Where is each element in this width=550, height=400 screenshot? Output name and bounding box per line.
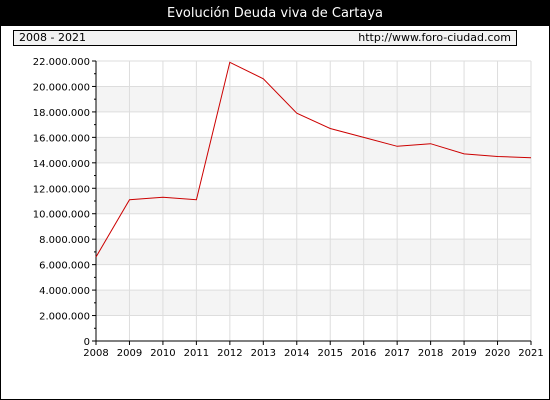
chart-title: Evolución Deuda viva de Cartaya xyxy=(1,1,549,26)
x-tick-label: 2019 xyxy=(451,348,476,359)
x-tick-label: 2015 xyxy=(318,348,343,359)
x-tick-label: 2008 xyxy=(83,348,108,359)
y-axis-ticks: 0 2.000.000 4.000.000 6.000.000 8.000.000 10.… xyxy=(33,57,96,348)
y-tick-label: 14.000.000 xyxy=(33,159,90,170)
x-tick-label: 2017 xyxy=(384,348,409,359)
background-band xyxy=(96,86,531,112)
y-tick-label: 2.000.000 xyxy=(39,312,90,323)
background-band xyxy=(96,137,531,163)
x-tick-label: 2013 xyxy=(251,348,276,359)
background-bands xyxy=(96,86,531,316)
series-line xyxy=(95,61,532,258)
y-tick-label: 12.000.000 xyxy=(33,184,90,195)
x-tick-label: 2009 xyxy=(117,348,142,359)
y-tick-label: 8.000.000 xyxy=(39,235,90,246)
y-tick-label: 10.000.000 xyxy=(33,210,90,221)
background-band xyxy=(96,290,531,316)
y-tick-label: 0 xyxy=(84,337,90,348)
x-tick-label: 2016 xyxy=(351,348,376,359)
y-tick-label: 6.000.000 xyxy=(39,261,90,272)
x-tick-label: 2010 xyxy=(150,348,175,359)
year-range-label: 2008 - 2021 xyxy=(19,31,86,44)
y-tick-label: 16.000.000 xyxy=(33,133,90,144)
info-bar: 2008 - 2021 http://www.foro-ciudad.com xyxy=(13,30,517,46)
y-tick-label: 20.000.000 xyxy=(33,82,90,93)
y-tick-label: 4.000.000 xyxy=(39,286,90,297)
x-tick-label: 2014 xyxy=(284,348,309,359)
x-tick-label: 2021 xyxy=(518,348,543,359)
series-layer xyxy=(95,61,532,258)
source-url-link[interactable]: http://www.foro-ciudad.com xyxy=(358,31,511,44)
x-tick-label: 2018 xyxy=(418,348,443,359)
x-axis-ticks: 2008 2009 2010 2011 2012 2013 2014 2015 2016 2017… xyxy=(83,341,544,359)
background-band xyxy=(96,188,531,214)
y-tick-label: 18.000.000 xyxy=(33,108,90,119)
background-band xyxy=(96,239,531,265)
x-tick-label: 2012 xyxy=(217,348,242,359)
y-tick-label: 22.000.000 xyxy=(33,57,90,68)
x-tick-label: 2020 xyxy=(485,348,510,359)
x-tick-label: 2011 xyxy=(184,348,209,359)
